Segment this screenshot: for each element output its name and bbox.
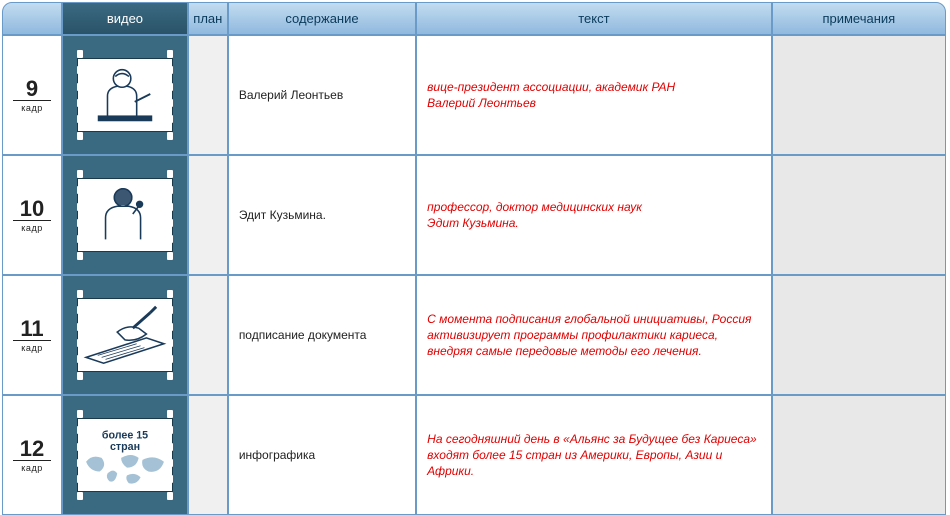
frame-number: 12 xyxy=(13,438,51,461)
filmstrip xyxy=(73,42,177,148)
sprocket-left xyxy=(75,42,85,148)
storyboard-table: видео план содержание текст примечания 9… xyxy=(2,2,946,515)
content-cell: Валерий Леонтьев xyxy=(228,35,416,155)
table-row: 9 кадр Валерий Леонтьев вице-президент а… xyxy=(2,35,946,155)
header-text: текст xyxy=(416,2,771,35)
table-row: 11 кадр подписание документа С момента п… xyxy=(2,275,946,395)
thumbnail-signing-document xyxy=(77,298,173,372)
frame-number: 11 xyxy=(13,318,51,341)
notes-cell xyxy=(772,395,946,515)
frame-label: кадр xyxy=(13,103,51,113)
video-cell xyxy=(62,35,188,155)
table-row: 12 кадр более 15 стран инфографика На се… xyxy=(2,395,946,515)
video-cell: более 15 стран xyxy=(62,395,188,515)
frame-label: кадр xyxy=(13,223,51,233)
thumbnail-speaker-man xyxy=(77,58,173,132)
content-cell: Эдит Кузьмина. xyxy=(228,155,416,275)
plan-cell xyxy=(188,275,228,395)
frame-cell: 10 кадр xyxy=(2,155,62,275)
sprocket-right xyxy=(165,402,175,508)
frame-cell: 11 кадр xyxy=(2,275,62,395)
frame-cell: 12 кадр xyxy=(2,395,62,515)
thumbnail-world-map-infographic: более 15 стран xyxy=(77,418,173,492)
header-row: видео план содержание текст примечания xyxy=(2,2,946,35)
frame-label: кадр xyxy=(13,343,51,353)
header-content: содержание xyxy=(228,2,416,35)
text-cell: профессор, доктор медицинских наукЭдит К… xyxy=(416,155,771,275)
frame-cell: 9 кадр xyxy=(2,35,62,155)
plan-cell xyxy=(188,155,228,275)
header-plan: план xyxy=(188,2,228,35)
content-cell: инфографика xyxy=(228,395,416,515)
header-frame xyxy=(2,2,62,35)
text-cell: На сегодняшний день в «Альянс за Будущее… xyxy=(416,395,771,515)
filmstrip xyxy=(73,282,177,388)
plan-cell xyxy=(188,395,228,515)
header-notes: примечания xyxy=(772,2,946,35)
video-cell xyxy=(62,155,188,275)
plan-cell xyxy=(188,35,228,155)
notes-cell xyxy=(772,275,946,395)
notes-cell xyxy=(772,35,946,155)
sprocket-left xyxy=(75,402,85,508)
svg-text:более 15: более 15 xyxy=(102,429,148,441)
frame-number: 9 xyxy=(13,78,51,101)
sprocket-left xyxy=(75,282,85,388)
thumbnail-speaker-woman-mic xyxy=(77,178,173,252)
sprocket-left xyxy=(75,162,85,268)
text-cell: вице-президент ассоциации, академик РАНВ… xyxy=(416,35,771,155)
filmstrip: более 15 стран xyxy=(73,402,177,508)
filmstrip xyxy=(73,162,177,268)
content-cell: подписание документа xyxy=(228,275,416,395)
sprocket-right xyxy=(165,162,175,268)
notes-cell xyxy=(772,155,946,275)
header-video: видео xyxy=(62,2,188,35)
table-row: 10 кадр Эдит Кузьмина. профессор, доктор… xyxy=(2,155,946,275)
video-cell xyxy=(62,275,188,395)
frame-number: 10 xyxy=(13,198,51,221)
sprocket-right xyxy=(165,42,175,148)
sprocket-right xyxy=(165,282,175,388)
svg-text:стран: стран xyxy=(110,441,140,453)
frame-label: кадр xyxy=(13,463,51,473)
text-cell: С момента подписания глобальной инициати… xyxy=(416,275,771,395)
